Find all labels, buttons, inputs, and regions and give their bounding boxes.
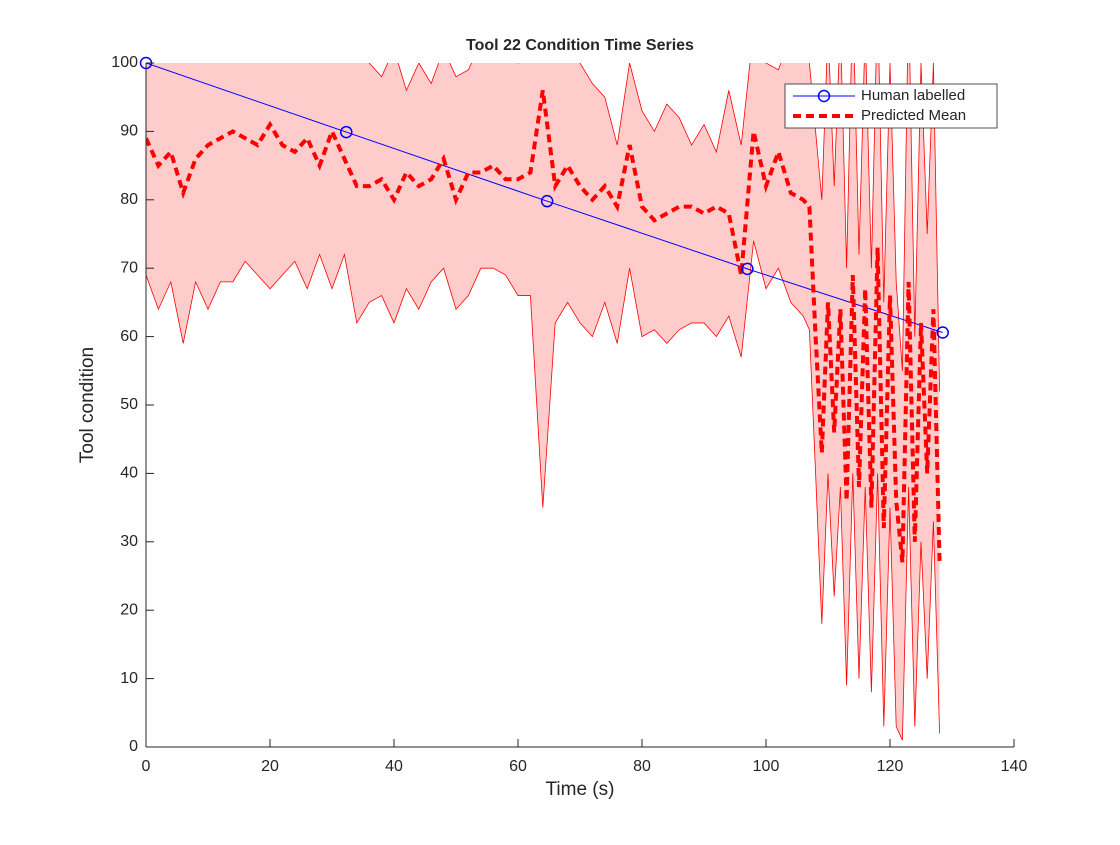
- x-tick-label: 100: [753, 758, 780, 775]
- y-axis-label: Tool condition: [77, 347, 98, 463]
- data-point: [540, 194, 554, 208]
- y-tick-label: 0: [129, 738, 138, 755]
- y-tick-label: 20: [120, 601, 138, 618]
- y-tick-label: 80: [120, 191, 138, 208]
- chart-title: Tool 22 Condition Time Series: [466, 37, 694, 54]
- x-tick-label: 60: [509, 758, 527, 775]
- data-point: [340, 125, 353, 139]
- y-tick-label: 10: [120, 670, 138, 687]
- y-tick-label: 90: [120, 123, 138, 140]
- y-tick-label: 40: [120, 465, 138, 482]
- band-edge: [146, 240, 940, 741]
- x-tick-label: 80: [633, 758, 651, 775]
- legend-label: Predicted Mean: [861, 107, 966, 124]
- y-tick-label: 30: [120, 533, 138, 550]
- y-tick-label: 100: [111, 54, 138, 71]
- data-point: [936, 326, 949, 339]
- y-tick-label: 60: [120, 328, 138, 345]
- legend-marker: [817, 89, 831, 103]
- legend-label: Human labelled: [861, 87, 965, 104]
- x-tick-label: 120: [877, 758, 904, 775]
- x-tick-label: 0: [142, 758, 151, 775]
- plot-area: [146, 63, 943, 741]
- y-tick-label: 50: [120, 396, 138, 413]
- confidence-band: [146, 63, 940, 741]
- x-tick-label: 20: [261, 758, 279, 775]
- y-tick-label: 70: [120, 259, 138, 276]
- band-edge: [368, 63, 940, 392]
- x-tick-label: 140: [1001, 758, 1028, 775]
- x-tick-label: 40: [385, 758, 403, 775]
- x-axis-label: Time (s): [546, 779, 615, 800]
- series-line: [146, 90, 942, 563]
- data-point: [741, 262, 754, 276]
